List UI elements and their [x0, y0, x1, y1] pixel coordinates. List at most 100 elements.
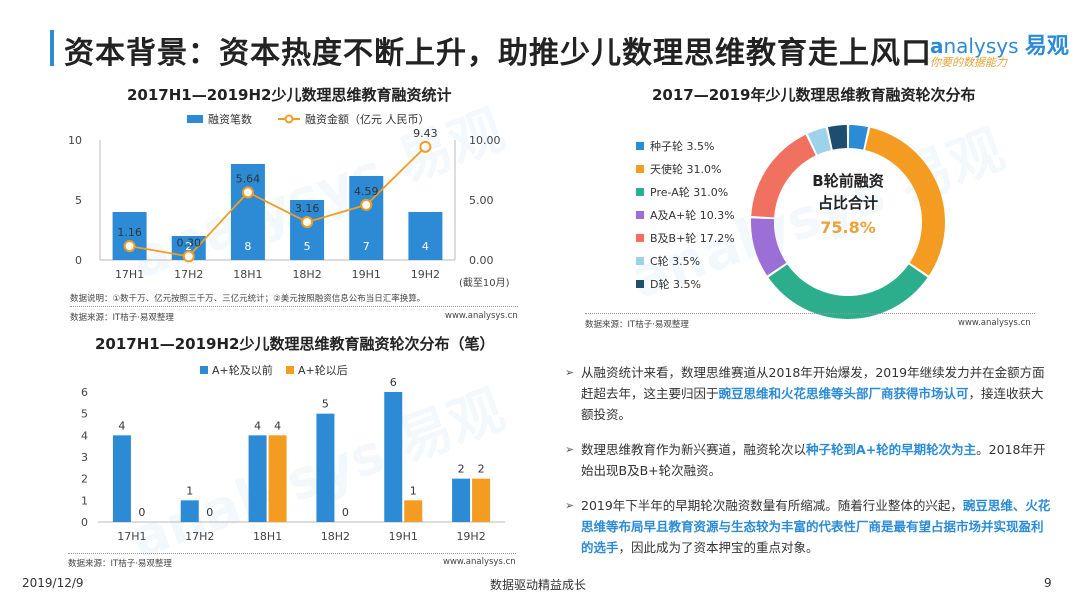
title-accent-bar [50, 30, 54, 66]
logo-text: analysys 易观 [930, 28, 1069, 60]
legend-swatch [636, 233, 644, 242]
bullet-2: ➢ 数理思维教育作为新兴赛道，融资轮次以种子轮到A+轮的早期轮次为主。2018年… [565, 439, 1055, 481]
line-point [182, 250, 195, 263]
line-value-label: 9.43 [413, 127, 438, 140]
bar [349, 176, 384, 260]
bullet-highlight: 种子轮到A+轮的早期轮次为主 [806, 442, 977, 457]
arrow-bullet-icon: ➢ [565, 366, 575, 379]
legend-swatch [636, 164, 644, 173]
insight-bullets: ➢ 从融资统计来看，数理思维赛道从2018年开始爆发，2019年继续发力并在金额… [565, 362, 1055, 572]
donut-center-line2: 占比合计 [817, 194, 878, 212]
bar-early-round [180, 500, 199, 522]
y2-tick-label: 10.00 [469, 134, 501, 147]
chart3-title: 2017H1—2019H2少儿数理思维教育融资轮次分布（笔） [95, 335, 495, 353]
donut-legend: 种子轮 3.5% 天使轮 31.0% Pre-A轮 31.0% A及A+轮 10.3%… [636, 134, 735, 295]
line-value-label: 3.16 [295, 202, 320, 215]
bar-later-round [268, 435, 287, 522]
y-tick-label: 0 [81, 516, 88, 529]
bar-value-label: 0 [206, 506, 213, 519]
y-tick-label: 1 [81, 494, 88, 507]
y-tick-label: 4 [81, 429, 88, 442]
divider [585, 313, 1035, 314]
y-tick-label: 10 [68, 134, 82, 147]
legend-line-marker [284, 114, 294, 124]
bullet-text: 从融资统计来看，数理思维赛道从2018年开始爆发，2019年继续发力并在金额方面… [581, 365, 1045, 401]
chart1-financing-stats: 融资笔数 融资金额（亿元 人民币） 10 10.00 5 5.00 0 0.00 4 17H1 2 1… [68, 112, 510, 289]
logo-a-icon: a [930, 34, 944, 58]
y-tick-label: 6 [81, 386, 88, 399]
chart2-round-distribution-donut [751, 125, 945, 319]
donut-legend-item: B及B+轮 17.2% [636, 226, 735, 249]
donut-slice [827, 125, 848, 150]
bar-value-label: 5 [304, 240, 311, 253]
legend-line-label: 融资金额（亿元 人民币） [305, 112, 430, 126]
x-tick-label: 17H1 [117, 530, 146, 543]
bullet-1: ➢ 从融资统计来看，数理思维赛道从2018年开始爆发，2019年继续发力并在金额… [565, 362, 1055, 425]
chart3-site: www.analysys.cn [443, 557, 516, 567]
donut-legend-item: 种子轮 3.5% [636, 134, 735, 157]
logo-word: nalysys [943, 34, 1019, 58]
bar-early-round [384, 392, 403, 522]
legend-label: D轮 3.5% [650, 277, 701, 291]
bar [290, 200, 325, 260]
line-point [301, 216, 314, 229]
bar-early-round [112, 435, 131, 522]
donut-center-line1: B轮前融资 [812, 172, 884, 190]
x-tick-label: 19H2 [456, 530, 485, 543]
y-tick-label: 5 [75, 194, 82, 207]
bar-value-label: 2 [478, 463, 485, 476]
bullet-text: 2019年下半年的早期轮次融资数量有所缩减。随着行业整体的兴起， [581, 498, 963, 513]
divider [70, 306, 518, 307]
x-tick-label: 18H2 [321, 530, 350, 543]
legend-swatch [286, 366, 294, 374]
amount-line [129, 146, 427, 258]
legend-label: 种子轮 3.5% [650, 139, 715, 153]
x-tick-label: 17H2 [174, 268, 203, 281]
logo-slogan: 你要的数据能力 [930, 56, 1007, 69]
line-point [241, 186, 254, 199]
legend-bar-label: 融资笔数 [208, 112, 252, 126]
analysys-logo: analysys 易观 你要的数据能力 [930, 28, 1069, 72]
line-point [360, 198, 373, 211]
x-tick-label: 18H2 [292, 268, 321, 281]
x-axis-suffix: (截至10月) [459, 276, 510, 289]
bullet-text: ，因此成为了资本押宝的重点对象。 [618, 540, 819, 555]
legend-swatch [636, 256, 644, 265]
chart2-title: 2017—2019年少儿数理思维教育融资轮次分布 [652, 86, 976, 104]
legend-label: C轮 3.5% [650, 254, 701, 268]
bullet-3: ➢ 2019年下半年的早期轮次融资数量有所缩减。随着行业整体的兴起，豌豆思维、火… [565, 495, 1055, 558]
bar-later-round [404, 500, 423, 522]
arrow-bullet-icon: ➢ [565, 443, 575, 456]
chart1-site: www.analysys.cn [445, 311, 518, 321]
donut-slice [751, 134, 816, 218]
chart1-title: 2017H1—2019H2少儿数理思维教育融资统计 [127, 86, 452, 104]
x-tick-label: 19H1 [389, 530, 418, 543]
bar [230, 164, 265, 260]
legend-swatch [636, 279, 644, 288]
legend-bar-swatch [187, 115, 203, 123]
legend-swatch [636, 141, 644, 150]
arrow-bullet-icon: ➢ [565, 499, 575, 512]
line-value-label: 1.16 [117, 226, 142, 239]
bar-value-label: 7 [363, 240, 370, 253]
chart1-note: 数据说明：①数千万、亿元按照三千万、三亿元统计；②美元按照融资信息公布当日汇率换… [70, 294, 426, 304]
x-tick-label: 18H1 [233, 268, 262, 281]
bar-value-label: 0 [342, 506, 349, 519]
y-tick-label: 3 [81, 451, 88, 464]
bar-value-label: 4 [274, 419, 281, 432]
donut-legend-item: D轮 3.5% [636, 272, 735, 295]
bar-value-label: 1 [186, 484, 193, 497]
donut-center-value: 75.8% [820, 218, 876, 237]
bar-later-round [472, 478, 491, 522]
donut-slice [751, 218, 787, 276]
bullet-highlight: 豌豆思维、火花思维等布局早且教育资源与生态较为丰富的代表性厂商是最有望占据市场并… [581, 498, 1051, 555]
divider [68, 553, 516, 554]
donut-slice [865, 127, 945, 276]
footer-date: 2019/12/9 [22, 576, 84, 590]
y2-tick-label: 5.00 [469, 194, 494, 207]
bar-value-label: 4 [254, 419, 261, 432]
bar-value-label: 6 [390, 376, 397, 389]
bar-early-round [316, 413, 335, 522]
page-number: 9 [1044, 576, 1052, 590]
